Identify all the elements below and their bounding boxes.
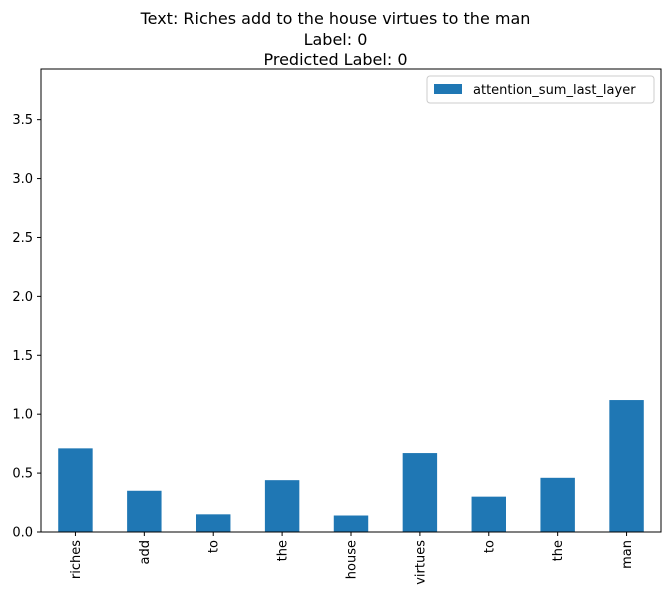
x-tick-label: house — [345, 540, 360, 579]
bar-the-3 — [264, 480, 300, 532]
chart-title-line-3: Predicted Label: 0 — [263, 50, 408, 69]
x-axis: riches add to the house virtues to the man — [69, 532, 635, 585]
bars-layer — [58, 400, 644, 532]
bar-house-4 — [333, 515, 369, 532]
y-tick-label: 3.5 — [12, 113, 33, 128]
x-tick-label: the — [276, 540, 291, 561]
x-tick-label: virtues — [413, 540, 428, 585]
y-tick-label: 2.5 — [12, 231, 33, 246]
chart-title-line-1: Text: Riches add to the house virtues to… — [140, 9, 531, 28]
plot-frame — [40, 68, 662, 533]
bar-man-8 — [609, 400, 644, 532]
legend: attention_sum_last_layer — [426, 75, 655, 104]
bar-to-6 — [471, 496, 506, 532]
y-tick-label: 2.0 — [12, 290, 33, 305]
y-tick-label: 1.5 — [12, 349, 33, 364]
bar-add-1 — [127, 490, 162, 532]
x-tick-label: the — [551, 540, 566, 561]
x-tick-label: to — [482, 540, 497, 553]
legend-label: attention_sum_last_layer — [473, 83, 636, 98]
x-tick-label: riches — [69, 540, 84, 579]
legend-box — [426, 75, 655, 104]
y-tick-label: 0.5 — [12, 467, 33, 482]
y-tick-label: 3.0 — [12, 172, 33, 187]
bar-to-2 — [196, 514, 231, 532]
legend-swatch — [434, 84, 462, 94]
y-tick-label: 0.0 — [12, 526, 33, 541]
x-tick-label: add — [138, 540, 153, 564]
chart-title-line-2: Label: 0 — [303, 30, 368, 49]
x-tick-label: man — [620, 540, 635, 569]
y-tick-label: 1.0 — [12, 408, 33, 423]
bar-virtues-5 — [402, 453, 438, 532]
x-tick-label: to — [207, 540, 222, 553]
y-axis: 0.0 0.5 1.0 1.5 2.0 2.5 3.0 3.5 — [12, 113, 41, 541]
bar-riches-0 — [58, 448, 93, 532]
bar-the-7 — [540, 477, 575, 532]
